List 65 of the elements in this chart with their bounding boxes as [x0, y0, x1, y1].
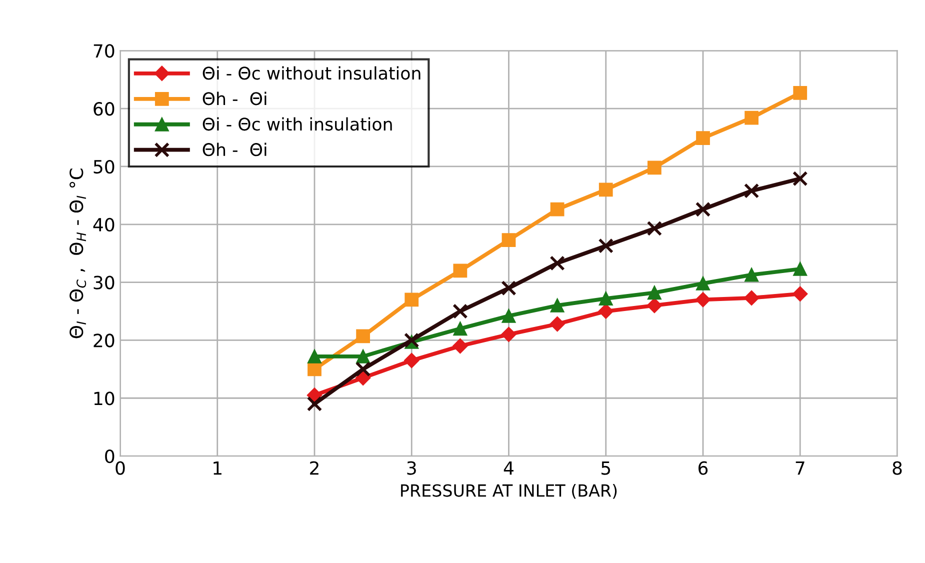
y-tick-label: 60 [94, 102, 114, 116]
point [355, 370, 371, 386]
legend-label: Θh - Θi [202, 142, 266, 156]
point [695, 202, 711, 217]
point [308, 362, 322, 376]
point [744, 290, 760, 306]
point [355, 362, 371, 377]
y-tick-label: 30 [94, 276, 114, 290]
legend-label: Θi - Θc with insulation [202, 117, 392, 131]
x-tick-label: 0 [116, 461, 125, 475]
legend-label: Θi - Θc without insulation [202, 66, 420, 80]
point [646, 220, 662, 236]
point [647, 286, 662, 300]
x-tick-label: 1 [214, 461, 222, 475]
x-tick-label: 2 [310, 461, 318, 475]
y-tick-label: 50 [94, 160, 114, 174]
x-tick-label: 8 [892, 461, 902, 475]
y-tick-label: 20 [94, 334, 114, 348]
point [550, 202, 564, 216]
point [452, 304, 468, 319]
point [550, 298, 564, 312]
x-tick-label: 6 [698, 461, 708, 475]
point [501, 280, 516, 296]
y-tick-label: 70 [94, 44, 114, 58]
point [696, 131, 710, 146]
point [695, 292, 711, 308]
y-tick-label: 40 [93, 218, 114, 232]
x-tick-label: 3 [407, 461, 416, 475]
point [696, 276, 710, 290]
point [792, 286, 808, 302]
point [550, 316, 565, 332]
point [598, 292, 613, 306]
point [793, 262, 808, 276]
point [404, 292, 419, 307]
point [744, 268, 759, 282]
point [550, 256, 565, 271]
point [598, 238, 614, 254]
point [453, 264, 468, 278]
point [356, 329, 370, 344]
x-tick-label: 7 [796, 461, 804, 475]
point [452, 338, 468, 354]
point [404, 352, 420, 368]
point [306, 388, 322, 403]
point [744, 110, 759, 125]
point [647, 160, 662, 175]
y-tick-label: 10 [94, 392, 114, 406]
point [453, 322, 468, 336]
point [598, 182, 613, 197]
point [744, 183, 760, 198]
legend-label: Θh - Θi [202, 92, 266, 106]
x-tick-label: 4 [504, 461, 514, 475]
point [792, 171, 808, 186]
point [356, 349, 370, 364]
x-tick-label: 5 [602, 461, 610, 475]
point [598, 304, 614, 319]
point [308, 349, 322, 364]
point [646, 298, 662, 314]
point [502, 233, 516, 247]
point [793, 86, 808, 100]
x-axis-title: PRESSURE AT INLET (BAR) [401, 484, 617, 499]
y-tick-label: 0 [105, 449, 114, 464]
point [502, 308, 516, 323]
point [501, 326, 516, 342]
point [306, 396, 322, 412]
text: Θ$_{I}$ - Θ$_{C}$ , Θ$_{H}$ - Θ$_{I}$ °C [70, 168, 86, 338]
